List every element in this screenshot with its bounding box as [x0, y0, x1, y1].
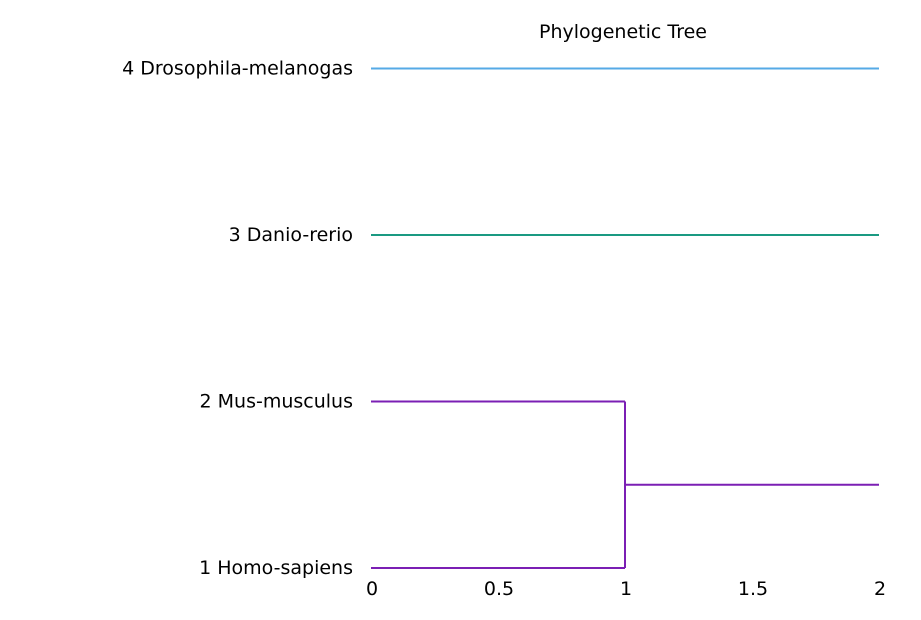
- leaf-label-3: 3 Danio-rerio: [229, 224, 353, 246]
- leaf-label-4: 4 Drosophila-melanogas: [122, 58, 353, 80]
- leaf-label-2: 2 Mus-musculus: [200, 391, 353, 413]
- x-tick-label-2: 1: [620, 578, 632, 600]
- chart-title: Phylogenetic Tree: [539, 21, 707, 43]
- leaf-label-group: 1 Homo-sapiens 2 Mus-musculus 3 Danio-reri…: [122, 58, 353, 580]
- x-tick-label-0: 0: [366, 578, 378, 600]
- branch-group: [371, 67, 879, 569]
- x-tick-label-3: 1.5: [738, 578, 768, 600]
- x-tick-label-4: 2: [874, 578, 886, 600]
- x-tick-group: 0 0.5 1 1.5 2: [366, 578, 886, 600]
- x-tick-label-1: 0.5: [484, 578, 514, 600]
- leaf-label-1: 1 Homo-sapiens: [199, 557, 353, 579]
